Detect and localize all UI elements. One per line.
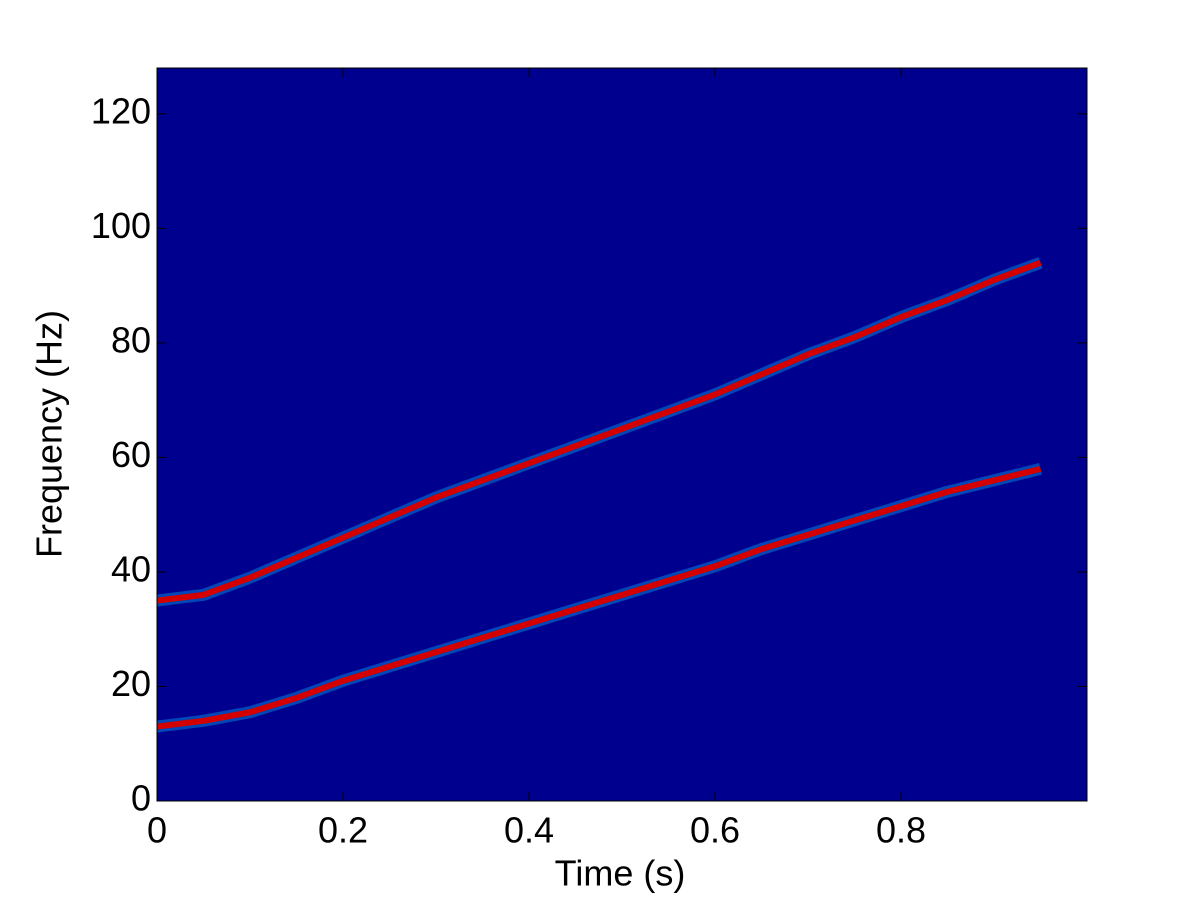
- x-tick-label: 0.6: [690, 810, 740, 851]
- ridge: [156, 259, 1042, 604]
- y-tick-label: 60: [111, 434, 151, 475]
- y-axis-label: Frequency (Hz): [29, 310, 70, 558]
- ridge: [156, 465, 1042, 730]
- x-tick-label: 0: [147, 810, 167, 851]
- y-tick-label: 120: [91, 90, 151, 131]
- y-tick-label: 100: [91, 205, 151, 246]
- x-tick-label: 0.8: [876, 810, 926, 851]
- plot-frame: [156, 67, 1088, 802]
- y-tick-label: 20: [111, 663, 151, 704]
- plot-background: [157, 68, 1087, 801]
- x-tick-label: 0.4: [504, 810, 554, 851]
- y-tick-label: 40: [111, 548, 151, 589]
- y-tick-label: 80: [111, 319, 151, 360]
- x-axis-label: Time (s): [555, 853, 686, 894]
- y-tick-label: 0: [131, 778, 151, 819]
- x-tick-label: 0.2: [318, 810, 368, 851]
